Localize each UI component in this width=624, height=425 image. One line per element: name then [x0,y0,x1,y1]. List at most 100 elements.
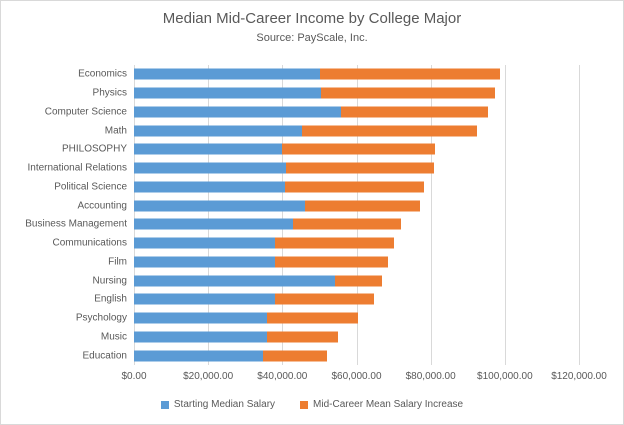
bar-segment-mid-career-increase [304,200,420,212]
bar-segment-mid-career-increase [302,125,477,137]
bar-segment-mid-career-increase [341,106,489,118]
bar-segment-mid-career-increase [281,143,436,155]
stacked-bar [134,162,579,174]
bar-row: International Relations [27,159,579,178]
bar-segment-starting-median-salary [134,200,305,212]
bar-row: Nursing [93,271,579,290]
bar-segment-mid-career-increase [320,87,495,99]
stacked-bar [134,256,579,268]
bar-row: Physics [93,84,579,103]
bar-segment-mid-career-increase [263,350,327,362]
gridline [579,65,580,365]
x-tick-label: $80,000.00 [405,371,456,382]
bar-row: Computer Science [45,103,579,122]
bar-row: Economics [78,65,579,84]
stacked-bar [134,87,579,99]
plot-area: Economics Physics Computer Science Math PHIL… [25,65,580,365]
bar-row: Accounting [78,196,579,215]
stacked-bar [134,143,579,155]
bar-segment-mid-career-increase [285,181,424,193]
bar-segment-mid-career-increase [274,293,374,305]
bar-segment-starting-median-salary [134,125,303,137]
category-label: Business Management [25,218,127,230]
legend-item-starting-median-salary: Starting Median Salary [160,399,276,410]
bar-segment-mid-career-increase [334,275,383,287]
stacked-bar [134,200,579,212]
bar-segment-starting-median-salary [134,106,342,118]
category-label: English [94,293,127,305]
category-label: PHILOSOPHY [61,143,127,155]
legend-swatch-starting-median-salary-icon [160,400,169,409]
legend: Starting Median Salary Mid-Career Mean S… [1,399,623,410]
stacked-bar [134,275,579,287]
legend-label-starting-median-salary: Starting Median Salary [173,399,276,410]
gridline [356,65,358,365]
category-label: Political Science [54,181,127,193]
stacked-bar [134,125,579,137]
gridline [430,65,432,365]
category-label: Nursing [92,275,127,287]
stacked-bar [134,106,579,118]
bar-segment-mid-career-increase [319,68,500,80]
gridline [504,65,506,365]
category-label: Psychology [75,312,127,324]
x-tick-label: $100,000.00 [477,371,533,382]
bar-segment-starting-median-salary [134,68,320,80]
bar-row: PHILOSOPHY [62,140,579,159]
category-label: Music [100,331,127,343]
bar-row: Business Management [25,215,579,234]
category-label: Economics [78,68,127,80]
bar-row: Music [101,328,579,347]
bar-segment-mid-career-increase [285,162,434,174]
category-label: Accounting [77,200,127,212]
bar-segment-starting-median-salary [134,256,275,268]
bar-segment-starting-median-salary [134,331,268,343]
bar-segment-starting-median-salary [134,275,335,287]
bar-row: Psychology [76,309,579,328]
stacked-bar [134,181,579,193]
gridline [208,65,210,365]
bar-row: Political Science [54,178,579,197]
x-tick-label: $20,000.00 [183,371,234,382]
bar-segment-starting-median-salary [134,162,286,174]
bar-segment-mid-career-increase [274,256,388,268]
stacked-bar [134,312,579,324]
stacked-bar [134,331,579,343]
category-label: Math [104,125,127,137]
chart-title: Median Mid-Career Income by College Majo… [162,10,462,27]
legend-swatch-mid-career-increase-icon [300,400,309,409]
stacked-bar [134,218,579,230]
chart-subtitle: Source: PayScale, Inc. [256,32,368,44]
bar-row: Math [105,121,579,140]
category-label: Communications [52,237,127,249]
bar-segment-starting-median-salary [134,237,276,249]
stacked-bar [134,293,579,305]
bar-segment-starting-median-salary [134,87,321,99]
bar-segment-starting-median-salary [134,181,286,193]
bar-row: Film [108,253,579,272]
bar-segment-mid-career-increase [267,312,358,324]
x-tick-label: $60,000.00 [331,371,382,382]
value-axis-line [134,65,135,365]
legend-label-mid-career-increase: Mid-Career Mean Salary Increase [313,399,464,410]
x-tick-label: $0.00 [121,371,147,382]
bar-segment-mid-career-increase [275,237,394,249]
stacked-bar [134,237,579,249]
stacked-bar [134,68,579,80]
x-tick-label: $120,000.00 [551,371,607,382]
bar-segment-starting-median-salary [134,293,275,305]
category-label: Film [108,256,127,268]
bar-segment-mid-career-increase [293,218,402,230]
bar-segment-starting-median-salary [134,350,264,362]
bar-row: English [94,290,579,309]
bar-segment-starting-median-salary [134,143,282,155]
category-label: Physics [92,87,127,99]
category-label: International Relations [27,162,127,174]
category-label: Computer Science [44,106,127,118]
legend-item-mid-career-increase: Mid-Career Mean Salary Increase [300,399,463,410]
category-label: Education [82,350,127,362]
bar-segment-starting-median-salary [134,218,294,230]
bar-segment-mid-career-increase [267,331,338,343]
bar-row: Communications [53,234,579,253]
